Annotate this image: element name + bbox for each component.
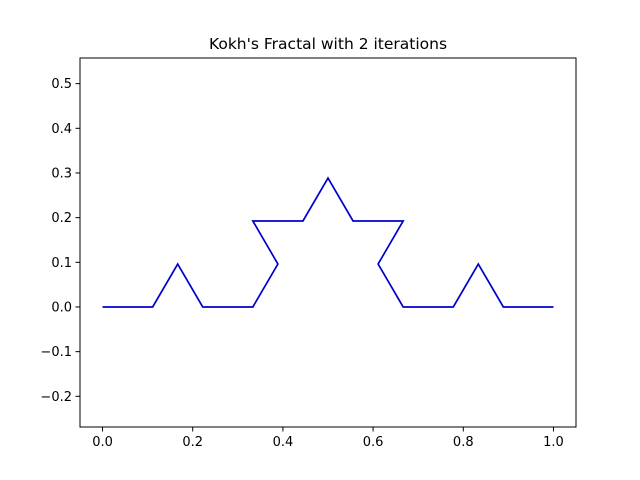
y-tick-label-0: −0.2 (40, 390, 72, 405)
x-tick-label-0: 0.0 (92, 435, 113, 450)
chart-title: Kokh's Fractal with 2 iterations (209, 35, 447, 53)
x-tick-label-4: 0.8 (453, 435, 474, 450)
x-tick-label-1: 0.2 (182, 435, 203, 450)
plot-area: 0.0 0.2 0.4 0.6 0.8 1.0 −0.2 −0.1 0.0 0.1 0.2 0.3 0.… (40, 57, 577, 450)
y-tick-label-6: 0.4 (51, 122, 72, 137)
y-tick-label-7: 0.5 (51, 77, 72, 92)
y-tick-label-4: 0.2 (51, 211, 72, 226)
x-tick-label-5: 1.0 (543, 435, 564, 450)
axes-frame (79, 57, 577, 428)
x-tick-label-3: 0.6 (363, 435, 384, 450)
series-line-0 (102, 176, 554, 308)
y-tick-label-3: 0.1 (51, 256, 72, 271)
y-tick-label-2: 0.0 (51, 300, 72, 315)
y-tick-label-1: −0.1 (40, 345, 72, 360)
y-tick-label-5: 0.3 (51, 166, 72, 181)
x-tick-label-2: 0.4 (273, 435, 294, 450)
